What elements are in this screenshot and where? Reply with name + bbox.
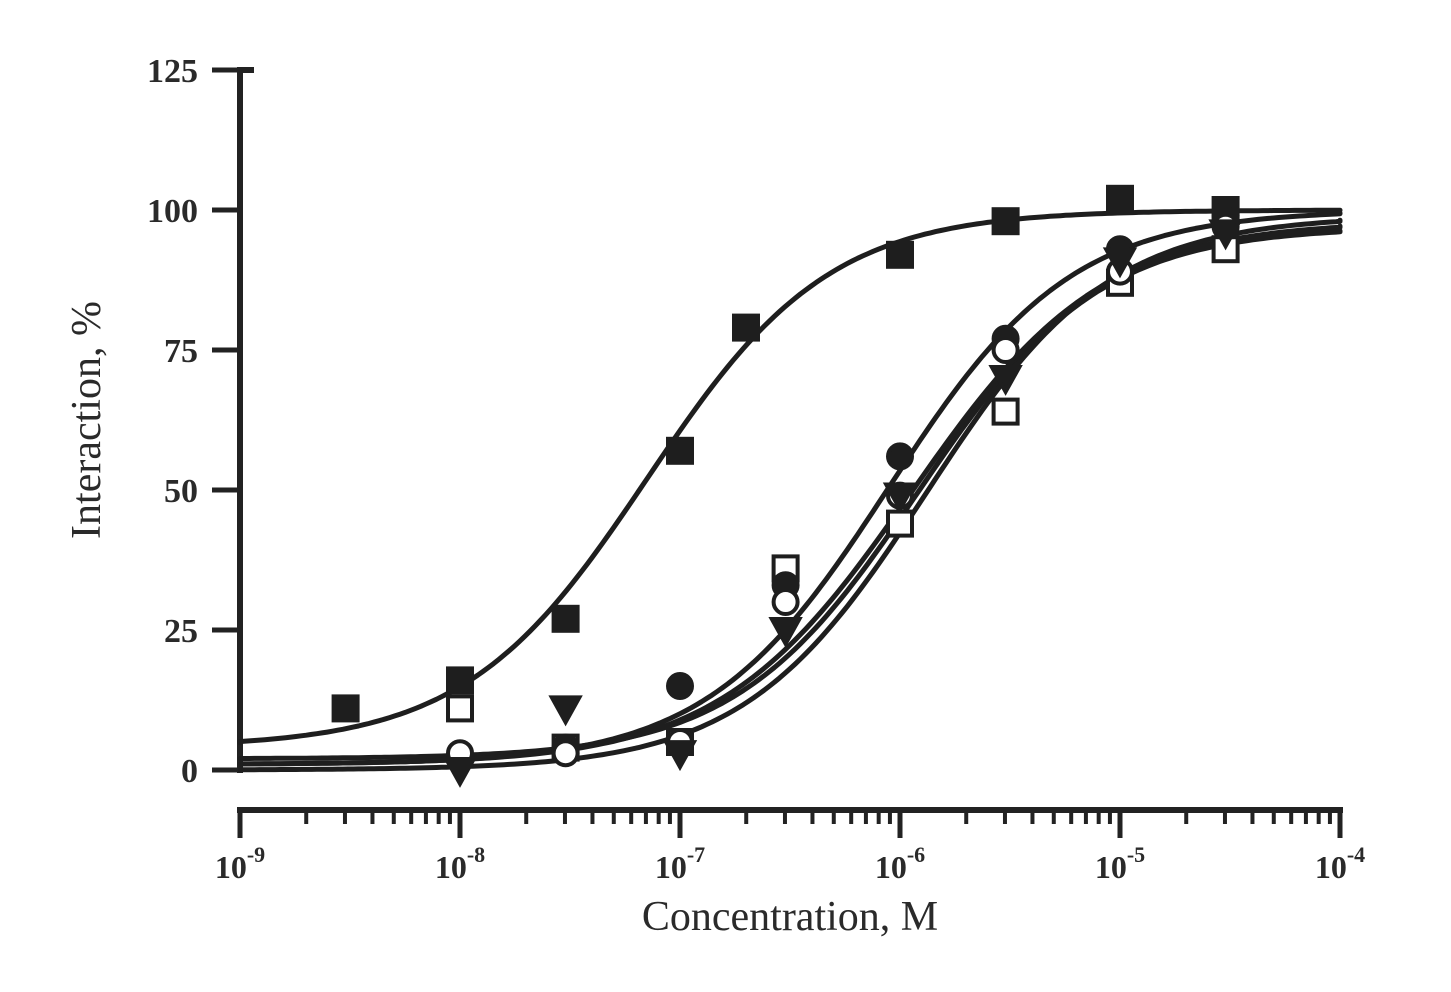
svg-text:50: 50: [164, 473, 198, 510]
svg-text:Interaction, %: Interaction, %: [64, 301, 110, 539]
svg-text:125: 125: [147, 53, 198, 90]
svg-text:Concentration, M: Concentration, M: [642, 894, 938, 940]
svg-text:75: 75: [164, 333, 198, 370]
svg-text:25: 25: [164, 613, 198, 650]
chart-svg: 025507510012510-910-810-710-610-510-4Int…: [0, 0, 1451, 992]
svg-text:100: 100: [147, 193, 198, 230]
dose-response-chart: 025507510012510-910-810-710-610-510-4Int…: [0, 0, 1451, 992]
svg-text:0: 0: [181, 753, 198, 790]
